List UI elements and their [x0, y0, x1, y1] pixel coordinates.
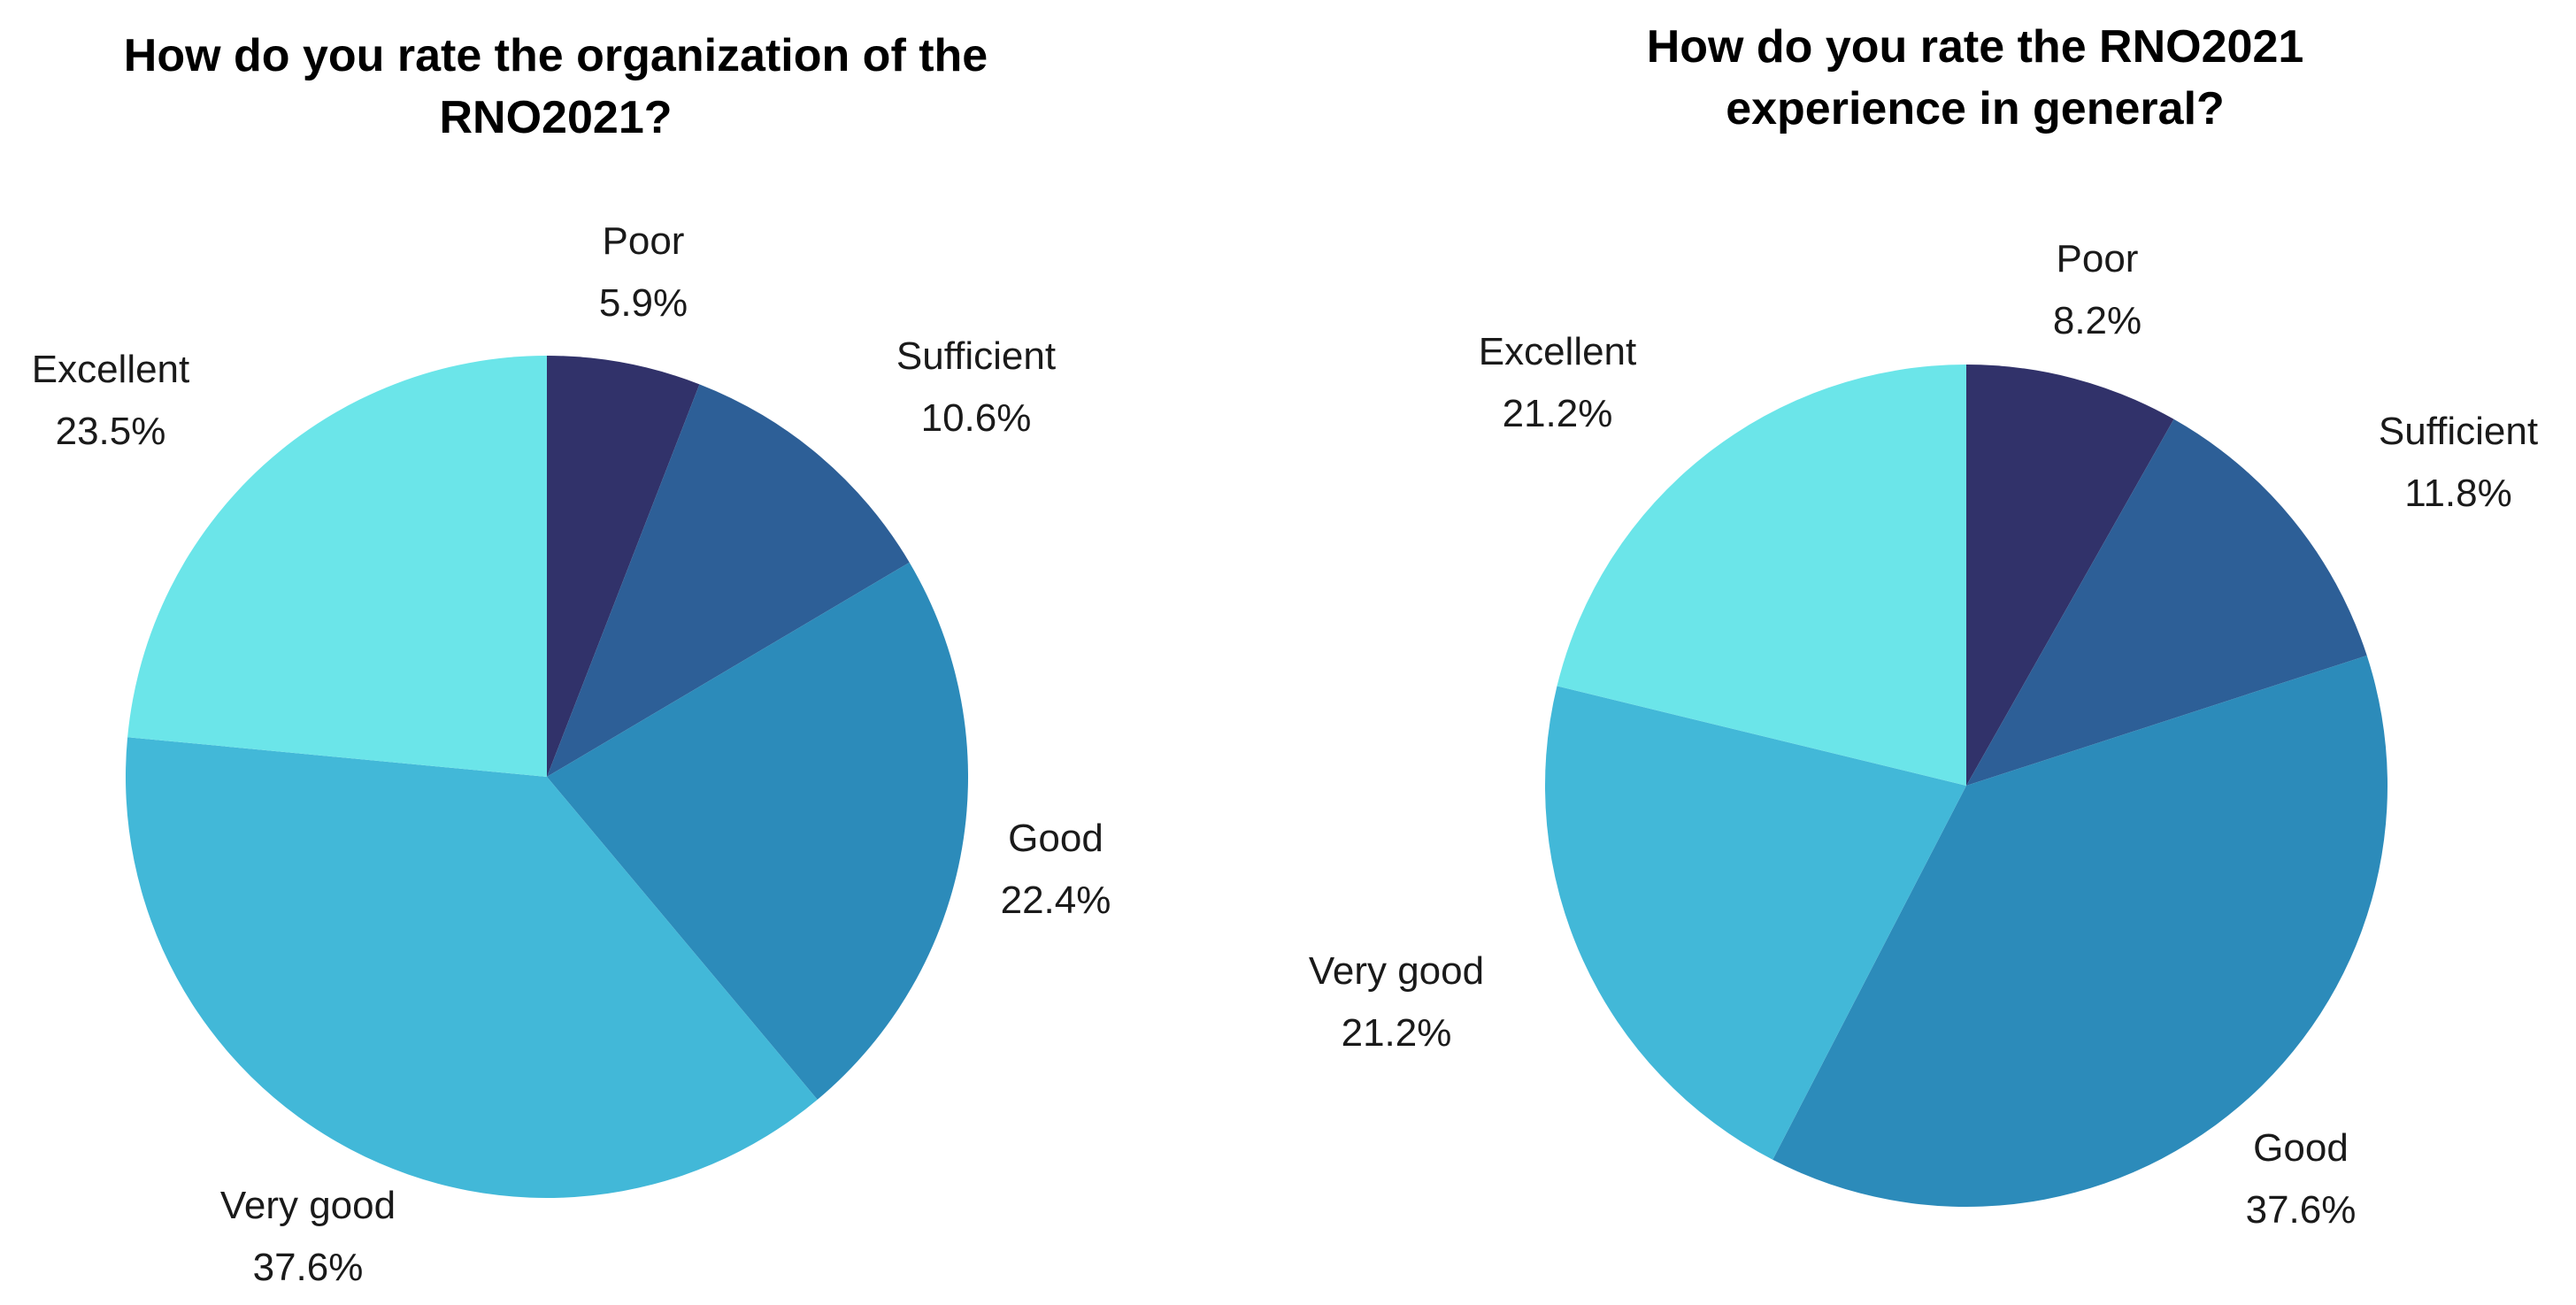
- slice-value-very-good: 37.6%: [253, 1246, 364, 1289]
- slice-label-very-good: Very good: [1309, 949, 1484, 993]
- slice-label-excellent: Excellent: [1479, 330, 1637, 373]
- pie-slice-good: [547, 562, 969, 1100]
- chart-title-line-2: experience in general?: [1726, 83, 2225, 134]
- slice-value-good: 37.6%: [2246, 1188, 2357, 1232]
- pie-slice-poor: [547, 356, 700, 777]
- pie-chart-experience: How do you rate the RNO2021 experience i…: [1309, 21, 2538, 1232]
- pie-slice-very-good: [1545, 686, 1966, 1160]
- pie-slices: [1545, 365, 2388, 1208]
- slice-value-excellent: 23.5%: [56, 410, 166, 453]
- slice-value-sufficient: 10.6%: [921, 396, 1032, 440]
- slice-value-poor: 8.2%: [2053, 299, 2142, 342]
- slice-value-poor: 5.9%: [599, 281, 688, 325]
- slice-label-sufficient: Sufficient: [896, 334, 1056, 378]
- slice-label-good: Good: [2253, 1126, 2349, 1170]
- slice-label-sufficient: Sufficient: [2379, 410, 2538, 453]
- pie-slice-excellent: [1557, 365, 1966, 786]
- slice-value-very-good: 21.2%: [1342, 1011, 1452, 1055]
- slice-label-poor: Poor: [2057, 237, 2139, 280]
- slice-value-good: 22.4%: [1001, 879, 1111, 922]
- pie-slices: [125, 356, 969, 1198]
- pie-slice-sufficient: [547, 384, 910, 777]
- pie-slice-sufficient: [1966, 418, 2367, 786]
- slice-value-excellent: 21.2%: [1503, 392, 1613, 435]
- slice-value-sufficient: 11.8%: [2404, 472, 2512, 515]
- slice-label-good: Good: [1008, 817, 1103, 860]
- pie-slice-very-good: [125, 737, 818, 1198]
- pie-slice-excellent: [127, 356, 548, 777]
- slice-label-very-good: Very good: [220, 1184, 396, 1227]
- chart-title-line-1: How do you rate the organization of the: [124, 30, 988, 81]
- slice-label-poor: Poor: [603, 219, 685, 263]
- pie-slice-poor: [1966, 365, 2174, 786]
- pie-chart-organization: How do you rate the organization of the …: [32, 30, 1111, 1289]
- slice-label-excellent: Excellent: [32, 348, 190, 391]
- chart-title-line-2: RNO2021?: [440, 92, 673, 143]
- pie-slice-good: [1772, 655, 2388, 1208]
- chart-title-line-1: How do you rate the RNO2021: [1647, 21, 2304, 73]
